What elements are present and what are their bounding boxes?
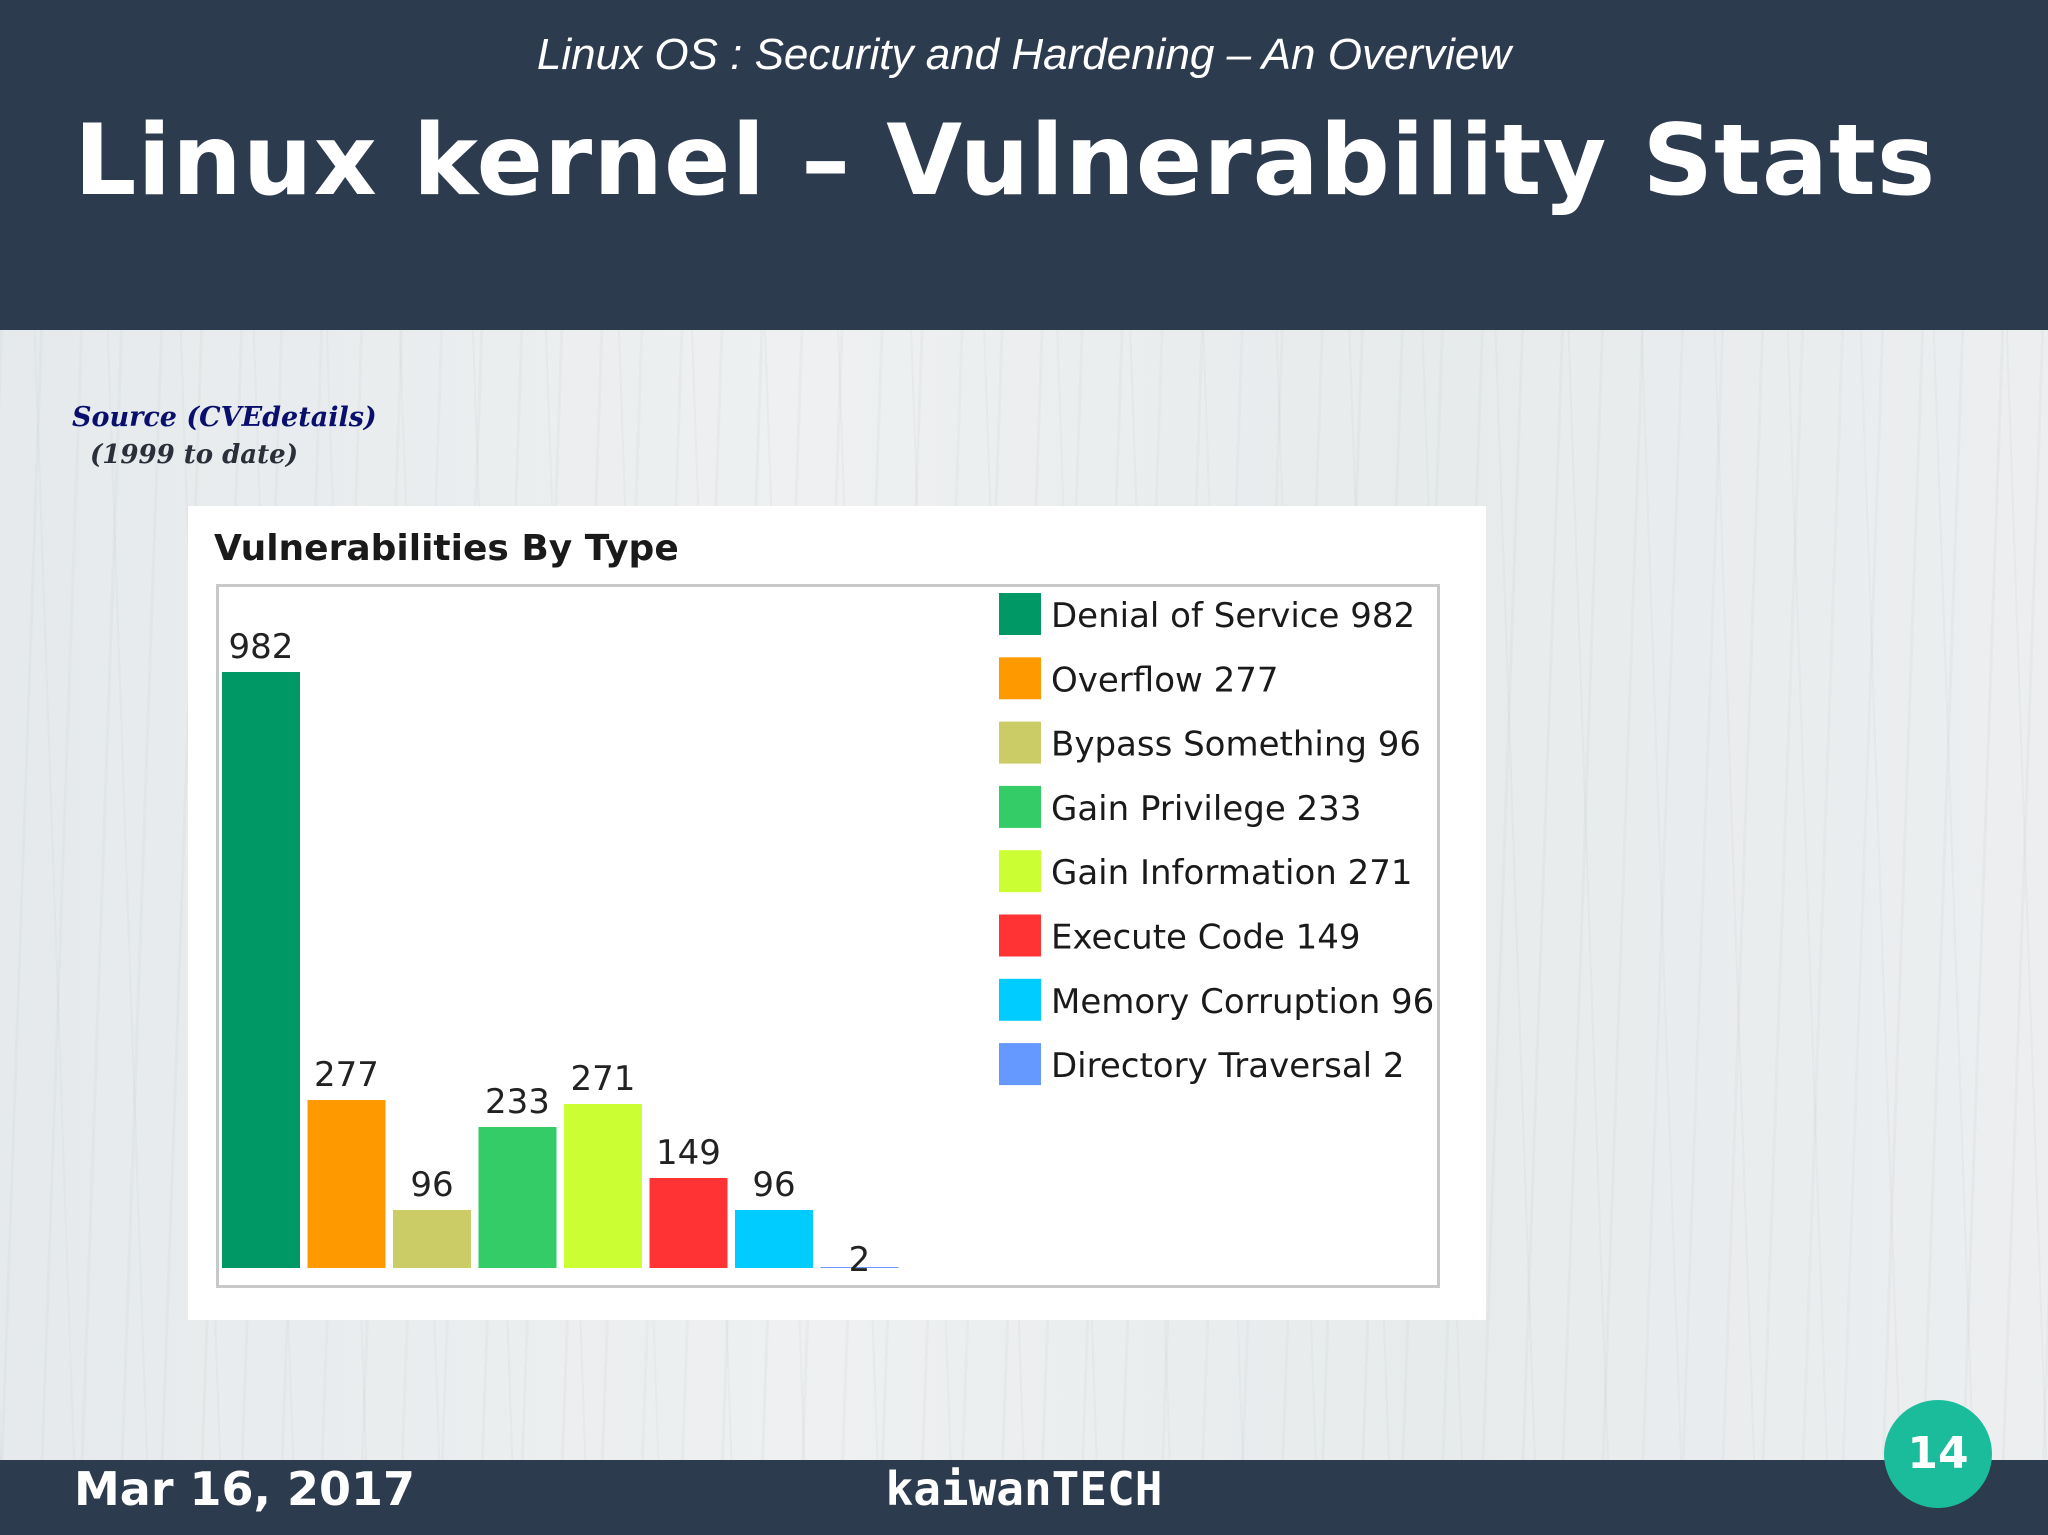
plot-frame: 982 277 96 233 271 149 96 2 Denial of Service 98… xyxy=(216,584,1440,1288)
legend-swatch xyxy=(999,914,1041,957)
legend-label: Memory Corruption 96 xyxy=(1051,982,1434,1022)
legend-swatch xyxy=(999,785,1041,828)
legend-label: Directory Traversal 2 xyxy=(1051,1046,1405,1086)
bar-gain-privilege xyxy=(478,1127,557,1268)
bar-memory-corruption xyxy=(735,1210,813,1268)
bar-directory-traversal xyxy=(820,1267,899,1268)
bar-denial-of-service xyxy=(222,672,300,1268)
footer-band xyxy=(0,1460,2048,1535)
slide-title: Linux kernel – Vulnerability Stats xyxy=(74,104,1937,218)
legend-label: Overflow 277 xyxy=(1051,660,1279,700)
legend-swatch xyxy=(999,850,1041,893)
source-date-range: (1999 to date) xyxy=(90,440,298,470)
bar-value-label: 271 xyxy=(571,1059,636,1099)
bar-execute-code xyxy=(649,1178,728,1268)
bar-value-label: 233 xyxy=(485,1082,550,1122)
chart-title: Vulnerabilities By Type xyxy=(214,528,679,569)
bar-chart: 982 277 96 233 271 149 96 2 Denial of Service 98… xyxy=(222,593,1434,1280)
bar-overflow xyxy=(307,1100,386,1268)
footer-brand: kaiwanTECH xyxy=(885,1462,1163,1516)
source-label: Source (CVEdetails) xyxy=(72,402,377,433)
legend-label: Bypass Something 96 xyxy=(1051,725,1421,765)
page-number-badge: 14 xyxy=(1884,1400,1992,1508)
bar-value-label: 96 xyxy=(410,1165,453,1205)
legend-swatch xyxy=(999,593,1041,635)
header-band xyxy=(0,0,2048,330)
legend-swatch xyxy=(999,1043,1041,1086)
bar-value-label: 96 xyxy=(752,1165,795,1205)
bar-value-label: 149 xyxy=(656,1133,721,1173)
legend-swatch xyxy=(999,978,1041,1021)
legend-label: Denial of Service 982 xyxy=(1051,596,1415,636)
bar-bypass-something xyxy=(393,1210,471,1268)
footer-date: Mar 16, 2017 xyxy=(74,1462,416,1516)
legend-label: Execute Code 149 xyxy=(1051,918,1361,958)
legend-label: Gain Information 271 xyxy=(1051,853,1413,893)
legend-swatch xyxy=(999,657,1041,700)
bar-value-label: 982 xyxy=(229,627,294,667)
legend-label: Gain Privilege 233 xyxy=(1051,789,1361,829)
bar-value-label: 2 xyxy=(849,1240,871,1280)
bar-gain-information xyxy=(564,1104,642,1268)
chart-card: Vulnerabilities By Type 982 277 96 233 271 14… xyxy=(188,506,1486,1320)
legend-swatch xyxy=(999,721,1041,764)
bar-value-label: 277 xyxy=(314,1055,379,1095)
presentation-subtitle: Linux OS : Security and Hardening – An O… xyxy=(536,30,1512,79)
